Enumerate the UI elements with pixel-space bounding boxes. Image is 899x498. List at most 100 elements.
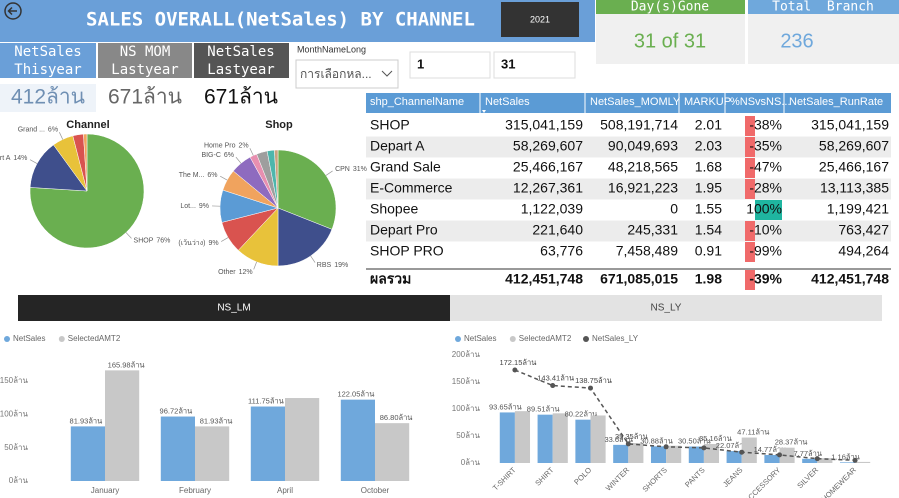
line-point — [701, 445, 707, 451]
table-cell: 315,041,159 — [505, 117, 583, 133]
bar — [764, 455, 780, 463]
bar — [741, 437, 757, 463]
line-point — [777, 452, 782, 458]
column-header: NetSales_MOMLY — [590, 96, 681, 108]
dropdown[interactable] — [295, 59, 399, 89]
card-value: 31 of 31 — [634, 30, 706, 52]
slice-label: Lot... 9% — [180, 203, 209, 210]
bar — [855, 461, 871, 463]
slice-category: SHOP — [134, 237, 154, 244]
bar — [537, 414, 553, 463]
y-tick-label: 0ล้าน — [461, 458, 481, 467]
tab[interactable] — [450, 295, 882, 321]
x-tick-label: SHORTS — [641, 465, 669, 493]
slice-value: 76% — [156, 237, 170, 244]
table-cell: SHOP — [370, 117, 410, 133]
table-cell: ผลรวม — [370, 271, 411, 287]
value-label: 165.98ล้าน — [108, 360, 145, 369]
back-button[interactable] — [4, 2, 22, 20]
column-header: %NSvsNS... — [730, 96, 791, 108]
year-button[interactable] — [501, 2, 579, 37]
table-cell: 7,458,489 — [616, 243, 678, 259]
row-bg — [366, 136, 891, 158]
bar — [575, 419, 591, 463]
value-label: 111.75ล้าน — [248, 397, 284, 406]
y-tick-label: 100ล้าน — [0, 409, 29, 418]
table-cell: E-Commerce — [370, 180, 453, 196]
slice-category: Lot... — [180, 203, 196, 210]
tab-label: NS_LM — [217, 303, 250, 314]
kpi-header — [194, 43, 289, 78]
leader-line — [125, 232, 132, 239]
value-label: 138.75ล้าน — [575, 376, 612, 385]
bar — [839, 462, 856, 463]
line-point — [512, 367, 518, 373]
card-value: 236 — [780, 30, 813, 52]
table-cell: 58,269,607 — [513, 138, 583, 154]
tab-active[interactable] — [18, 295, 450, 321]
bar — [779, 447, 795, 463]
slice-label: The M... 6% — [179, 172, 218, 179]
value-label: 35.35ล้าน — [615, 432, 648, 441]
table-cell: 1.98 — [695, 271, 722, 287]
table-cell: 1.54 — [695, 222, 722, 238]
legend-label: NetSales — [464, 334, 496, 343]
table-cell: 2.01 — [695, 117, 722, 133]
column-header: MARKUP — [684, 96, 731, 108]
table-cell: -99% — [749, 243, 782, 259]
slice-label: Other 12% — [218, 269, 253, 276]
range-input[interactable] — [493, 51, 576, 79]
sort-arrow — [482, 110, 486, 113]
data-bar — [745, 270, 755, 290]
chart-title: Shop — [265, 119, 293, 131]
table-cell: -38% — [749, 117, 782, 133]
y-tick-label: 50ล้าน — [4, 443, 28, 452]
row-bg — [366, 178, 891, 200]
value-label: 7.77ล้าน — [793, 449, 822, 458]
legend-label: NetSales_LY — [592, 334, 639, 343]
slice-value: 12% — [239, 269, 253, 276]
slice-category: Grand ... — [18, 126, 45, 133]
bar — [499, 412, 515, 463]
value-label: 30.50ล้าน — [678, 437, 711, 446]
dropdown-chevron — [381, 70, 393, 77]
table-cell: 58,269,607 — [819, 138, 889, 154]
line-point — [852, 457, 858, 463]
range-input[interactable] — [409, 51, 491, 79]
kpi-label: NetSales — [207, 44, 274, 60]
bar — [195, 426, 230, 481]
table-cell: -28% — [749, 180, 782, 196]
slice-label: (เว้นว่าง) 9% — [178, 239, 218, 247]
slice-category: Other — [218, 269, 236, 276]
pie-slice — [277, 207, 333, 267]
kpi-label: Lastyear — [111, 62, 178, 78]
slice-value: 9% — [208, 240, 218, 247]
range-from: 1 — [417, 56, 424, 71]
card-label: Total Branch — [772, 0, 874, 15]
table-cell: 1,122,039 — [521, 201, 583, 217]
legend-marker — [58, 336, 65, 342]
kpi-label: Lastyear — [207, 62, 274, 78]
bar — [70, 426, 105, 481]
leader-line — [253, 261, 257, 270]
leader-line — [29, 159, 38, 164]
card-header — [596, 0, 745, 14]
bar — [628, 443, 644, 463]
slice-value: 6% — [48, 126, 58, 133]
table: shp_ChannelName NetSales NetSales_MOMLY MAR… — [366, 93, 891, 291]
table-cell: 763,427 — [838, 222, 889, 238]
table-cell: 1,199,421 — [827, 201, 889, 217]
legend-label: SelectedAMT2 — [519, 334, 572, 343]
slice-label: Depart A14% — [0, 155, 27, 162]
x-tick-label: January — [91, 486, 119, 495]
x-tick-label: SHIRT — [533, 465, 555, 487]
table-cell: -39% — [749, 271, 782, 287]
kpi-header — [98, 43, 192, 78]
line-point — [625, 441, 631, 447]
table-cell: Shopee — [370, 201, 418, 217]
kpi-value: 412ล้าน — [11, 86, 85, 109]
value-label: 96.72ล้าน — [160, 407, 193, 416]
table-cell: -10% — [749, 222, 782, 238]
x-tick-label: ACCESSORY — [743, 465, 783, 498]
